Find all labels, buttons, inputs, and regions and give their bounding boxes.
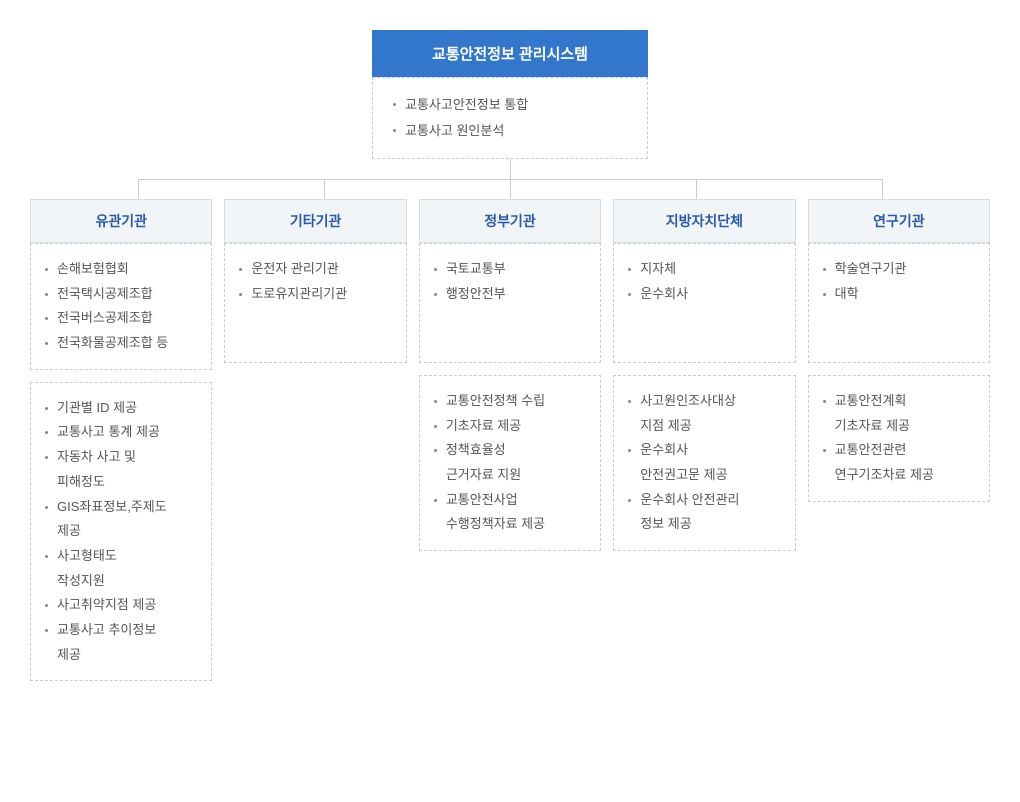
- list-item: 전국택시공제조합: [45, 282, 197, 307]
- list-item: 사고취약지점 제공: [45, 593, 197, 618]
- list-item: 기초자료 제공: [434, 414, 586, 439]
- branch-secondary-box: 기관별 ID 제공교통사고 통계 제공자동차 사고 및피해정도GIS좌표정보,주…: [30, 382, 212, 682]
- list-item: 사고원인조사대상: [628, 389, 780, 414]
- list-item: 피해정도: [45, 470, 197, 495]
- branch-secondary-list: 사고원인조사대상지점 제공운수회사안전권고문 제공운수회사 안전관리정보 제공: [628, 389, 780, 537]
- branch-node: 정부기관국토교통부행정안전부교통안전정책 수립기초자료 제공정책효율성근거자료 …: [419, 199, 601, 681]
- list-item: 수행정책자료 제공: [434, 512, 586, 537]
- root-item: 교통사고안전정보 통합: [393, 92, 627, 118]
- branch-secondary-list: 기관별 ID 제공교통사고 통계 제공자동차 사고 및피해정도GIS좌표정보,주…: [45, 396, 197, 668]
- list-item: 손해보험협회: [45, 257, 197, 282]
- list-item: 연구기조차료 제공: [823, 463, 975, 488]
- list-item: 행정안전부: [434, 282, 586, 307]
- root-item: 교통사고 원인분석: [393, 118, 627, 144]
- list-item: 기초자료 제공: [823, 414, 975, 439]
- list-item: 작성지원: [45, 569, 197, 594]
- branch-secondary-list: 교통안전계획기초자료 제공교통안전관련연구기조차료 제공: [823, 389, 975, 488]
- list-item: 국토교통부: [434, 257, 586, 282]
- list-item: 운전자 관리기관: [239, 257, 391, 282]
- root-node: 교통안전정보 관리시스템 교통사고안전정보 통합 교통사고 원인분석: [372, 30, 648, 159]
- branch-primary-list: 운전자 관리기관도로유지관리기관: [239, 257, 391, 306]
- branch-title: 정부기관: [419, 199, 601, 243]
- branch-primary-list: 지자체운수회사: [628, 257, 780, 306]
- list-item: 정책효율성: [434, 438, 586, 463]
- connector-lines: [20, 159, 1000, 199]
- branch-title: 연구기관: [808, 199, 990, 243]
- list-item: GIS좌표정보,주제도: [45, 495, 197, 520]
- branch-primary-list: 학술연구기관대학: [823, 257, 975, 306]
- list-item: 전국버스공제조합: [45, 306, 197, 331]
- list-item: 운수회사: [628, 438, 780, 463]
- list-item: 교통안전계획: [823, 389, 975, 414]
- branch-primary-list: 국토교통부행정안전부: [434, 257, 586, 306]
- list-item: 운수회사 안전관리: [628, 488, 780, 513]
- list-item: 학술연구기관: [823, 257, 975, 282]
- root-items-box: 교통사고안전정보 통합 교통사고 원인분석: [372, 77, 648, 159]
- branch-secondary-list: 교통안전정책 수립기초자료 제공정책효율성근거자료 지원교통안전사업수행정책자료…: [434, 389, 586, 537]
- branch-secondary-box: 교통안전계획기초자료 제공교통안전관련연구기조차료 제공: [808, 375, 990, 502]
- list-item: 지자체: [628, 257, 780, 282]
- branch-node: 기타기관운전자 관리기관도로유지관리기관: [224, 199, 406, 681]
- list-item: 근거자료 지원: [434, 463, 586, 488]
- list-item: 자동차 사고 및: [45, 445, 197, 470]
- branch-secondary-box: 교통안전정책 수립기초자료 제공정책효율성근거자료 지원교통안전사업수행정책자료…: [419, 375, 601, 551]
- branch-primary-list: 손해보험협회전국택시공제조합전국버스공제조합전국화물공제조합 등: [45, 257, 197, 356]
- list-item: 대학: [823, 282, 975, 307]
- branch-title: 지방자치단체: [613, 199, 795, 243]
- branch-node: 지방자치단체지자체운수회사사고원인조사대상지점 제공운수회사안전권고문 제공운수…: [613, 199, 795, 681]
- list-item: 교통사고 통계 제공: [45, 420, 197, 445]
- list-item: 교통안전관련: [823, 438, 975, 463]
- list-item: 제공: [45, 643, 197, 668]
- list-item: 제공: [45, 519, 197, 544]
- branch-secondary-box: 사고원인조사대상지점 제공운수회사안전권고문 제공운수회사 안전관리정보 제공: [613, 375, 795, 551]
- root-items-list: 교통사고안전정보 통합 교통사고 원인분석: [393, 92, 627, 144]
- list-item: 사고형태도: [45, 544, 197, 569]
- list-item: 기관별 ID 제공: [45, 396, 197, 421]
- branch-node: 연구기관학술연구기관대학교통안전계획기초자료 제공교통안전관련연구기조차료 제공: [808, 199, 990, 681]
- branch-title: 기타기관: [224, 199, 406, 243]
- branch-primary-box: 국토교통부행정안전부: [419, 243, 601, 363]
- list-item: 안전권고문 제공: [628, 463, 780, 488]
- list-item: 교통안전정책 수립: [434, 389, 586, 414]
- root-title: 교통안전정보 관리시스템: [372, 30, 648, 77]
- branch-title: 유관기관: [30, 199, 212, 243]
- list-item: 전국화물공제조합 등: [45, 331, 197, 356]
- list-item: 교통사고 추이정보: [45, 618, 197, 643]
- branch-node: 유관기관손해보험협회전국택시공제조합전국버스공제조합전국화물공제조합 등기관별 …: [30, 199, 212, 681]
- list-item: 지점 제공: [628, 414, 780, 439]
- list-item: 운수회사: [628, 282, 780, 307]
- branches-container: 유관기관손해보험협회전국택시공제조합전국버스공제조합전국화물공제조합 등기관별 …: [20, 199, 1000, 681]
- branch-primary-box: 손해보험협회전국택시공제조합전국버스공제조합전국화물공제조합 등: [30, 243, 212, 370]
- list-item: 정보 제공: [628, 512, 780, 537]
- list-item: 도로유지관리기관: [239, 282, 391, 307]
- branch-primary-box: 학술연구기관대학: [808, 243, 990, 363]
- branch-primary-box: 운전자 관리기관도로유지관리기관: [224, 243, 406, 363]
- list-item: 교통안전사업: [434, 488, 586, 513]
- branch-primary-box: 지자체운수회사: [613, 243, 795, 363]
